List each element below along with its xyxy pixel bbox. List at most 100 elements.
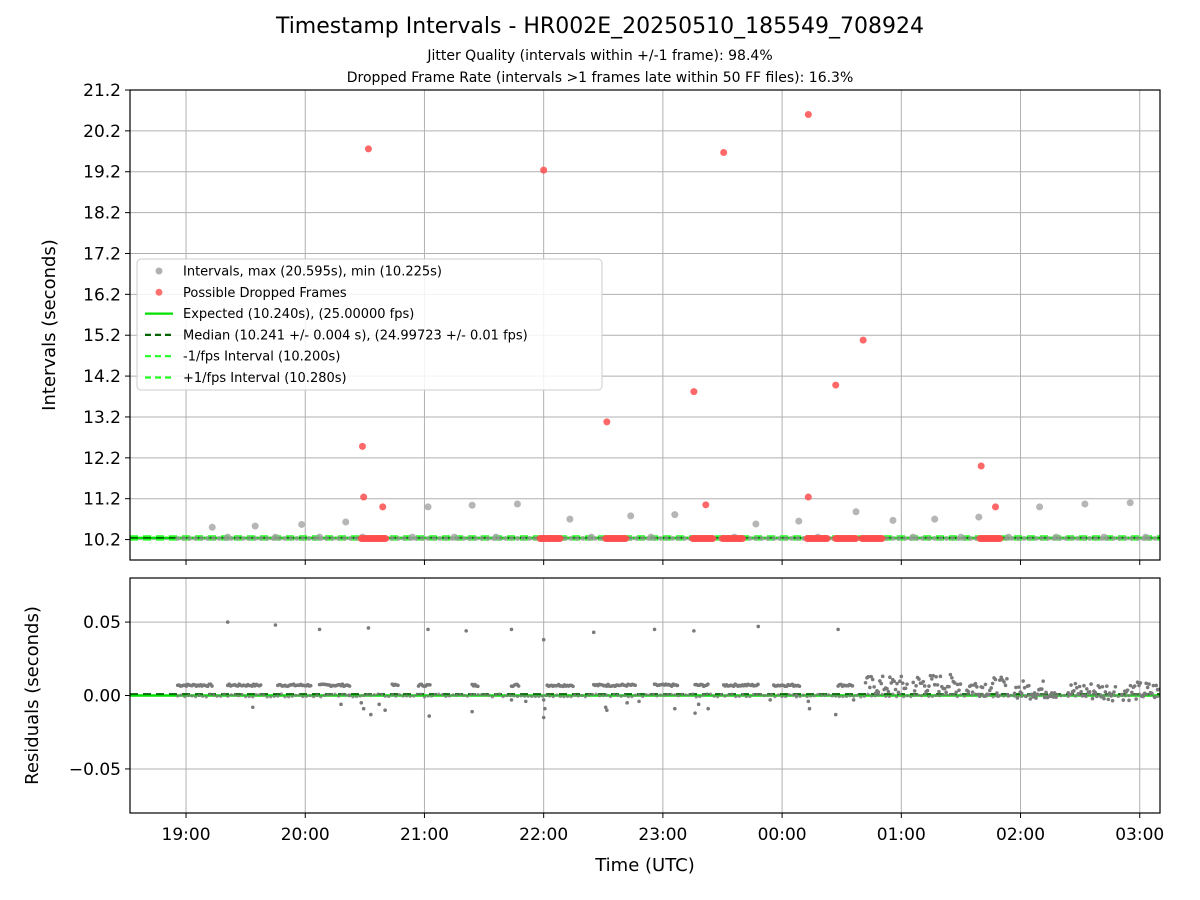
residual-point xyxy=(215,694,219,698)
residual-point xyxy=(1009,693,1013,697)
residual-point xyxy=(601,693,605,698)
residual-point xyxy=(204,695,208,699)
residual-point xyxy=(470,709,474,714)
residual-point xyxy=(905,694,909,698)
residual-point xyxy=(210,684,214,688)
residual-point xyxy=(319,695,323,699)
interval-point xyxy=(1093,536,1099,542)
interval-point xyxy=(443,536,449,542)
residual-point xyxy=(922,684,927,688)
dropped-frame-point xyxy=(358,442,366,450)
residual-point xyxy=(509,627,514,632)
residual-point xyxy=(841,695,845,699)
residual-point xyxy=(885,686,889,691)
residual-point xyxy=(490,695,495,699)
residual-point xyxy=(675,683,680,688)
interval-point xyxy=(193,536,199,542)
interval-point xyxy=(208,523,216,531)
residual-point xyxy=(476,692,480,697)
interval-point xyxy=(526,536,532,542)
residual-point xyxy=(776,693,781,697)
residual-point xyxy=(966,689,971,694)
residual-point xyxy=(816,692,820,696)
interval-point xyxy=(669,536,675,542)
residual-point xyxy=(397,693,402,697)
interval-point xyxy=(437,536,443,542)
residual-point xyxy=(879,681,884,686)
interval-point xyxy=(920,536,926,542)
residual-point xyxy=(433,692,437,697)
residual-point xyxy=(623,693,627,698)
x-tick-label: 00:00 xyxy=(758,825,807,845)
residual-point xyxy=(935,683,940,687)
residual-point xyxy=(308,683,313,688)
residual-point xyxy=(969,683,973,688)
interval-point xyxy=(298,520,306,528)
dropped-frame-point xyxy=(690,388,698,396)
residual-point xyxy=(605,693,609,697)
interval-point xyxy=(640,536,646,542)
residual-point xyxy=(605,708,609,712)
residual-point xyxy=(1080,693,1085,697)
residual-point xyxy=(290,694,294,698)
residual-point xyxy=(692,629,696,633)
residual-point xyxy=(916,693,920,697)
residual-point xyxy=(706,682,710,686)
interval-point xyxy=(468,501,476,509)
residual-point xyxy=(247,694,251,699)
y-tick-label: 11.2 xyxy=(83,490,121,510)
interval-point xyxy=(246,536,252,542)
residual-point xyxy=(415,692,419,696)
interval-point xyxy=(752,520,760,528)
residual-point xyxy=(962,694,967,698)
interval-point xyxy=(316,533,324,541)
interval-point xyxy=(1128,536,1134,542)
residual-point xyxy=(390,693,394,697)
residual-point xyxy=(1090,696,1095,701)
residual-point xyxy=(1127,698,1131,703)
interval-point xyxy=(271,533,279,541)
interval-point xyxy=(587,533,595,541)
residual-point xyxy=(719,693,723,697)
residual-point xyxy=(1106,697,1111,702)
interval-point xyxy=(264,536,270,542)
interval-point xyxy=(647,533,655,541)
residual-point xyxy=(807,706,812,711)
residual-point xyxy=(197,693,201,698)
residual-point xyxy=(633,683,638,688)
residual-point xyxy=(455,693,459,697)
residual-point xyxy=(1113,694,1117,698)
residual-point xyxy=(806,699,811,704)
residual-point xyxy=(508,694,512,698)
dropped-frame-point xyxy=(977,462,985,470)
interval-point xyxy=(409,533,417,541)
residual-point xyxy=(1020,694,1024,699)
residual-point xyxy=(222,692,226,696)
residual-point xyxy=(1145,685,1150,690)
residual-point xyxy=(830,694,834,698)
residual-point xyxy=(254,693,258,697)
residual-point xyxy=(1070,692,1074,697)
residual-point xyxy=(265,695,269,699)
interval-point xyxy=(1111,536,1117,542)
interval-point xyxy=(1087,536,1093,542)
residual-point xyxy=(523,699,528,704)
residual-point xyxy=(580,693,584,698)
residual-point xyxy=(225,620,230,624)
residual-point xyxy=(1023,694,1027,698)
residual-point xyxy=(587,693,591,697)
residual-point xyxy=(773,695,777,699)
interval-point xyxy=(336,536,342,542)
residual-point xyxy=(925,688,930,693)
residual-point xyxy=(683,693,688,697)
chart-subtitle-jitter: Jitter Quality (intervals within +/-1 fr… xyxy=(427,48,773,64)
residual-point xyxy=(464,629,468,633)
residual-point xyxy=(637,693,641,697)
residual-point xyxy=(1134,693,1138,697)
interval-point xyxy=(1134,536,1140,542)
residual-point xyxy=(886,689,891,694)
residual-point xyxy=(603,705,608,710)
interval-point xyxy=(627,512,635,520)
residual-point xyxy=(369,712,373,717)
x-tick-label: 03:00 xyxy=(1115,825,1164,845)
